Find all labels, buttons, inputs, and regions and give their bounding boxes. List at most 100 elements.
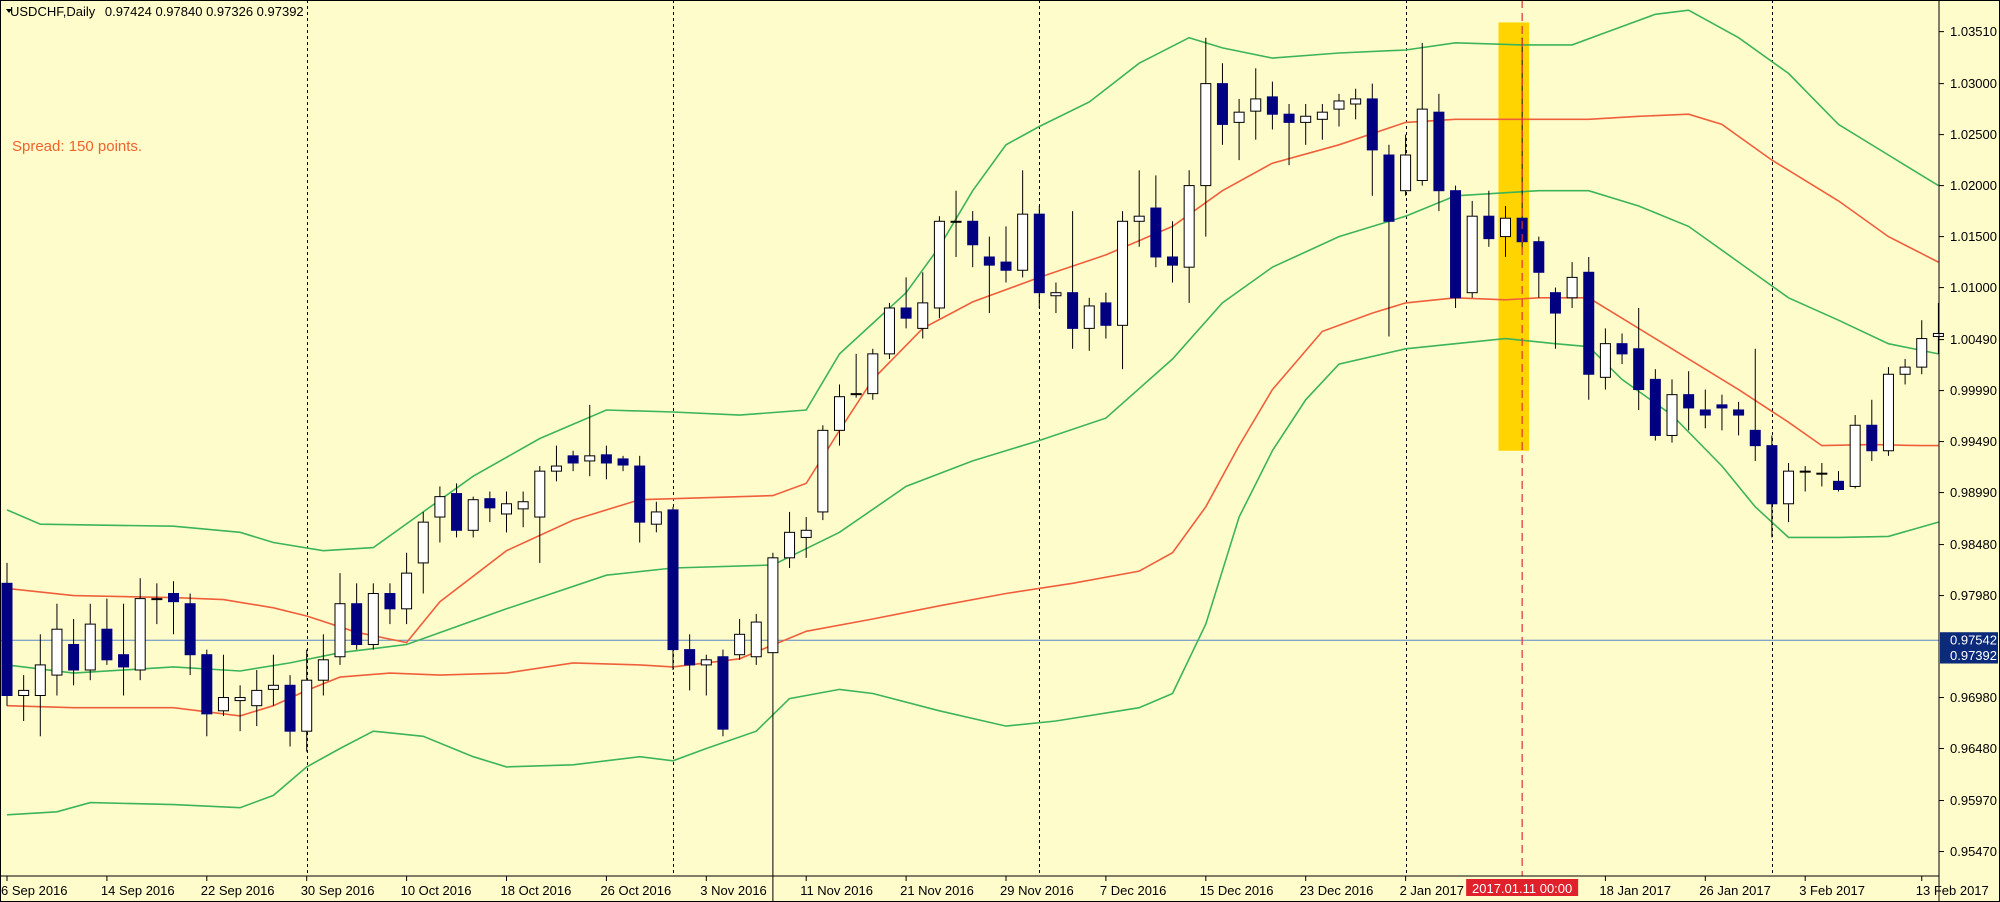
candle[interactable] [834, 384, 845, 446]
candle[interactable] [1067, 211, 1079, 349]
candle[interactable] [134, 578, 146, 681]
candle[interactable] [784, 511, 796, 569]
candle[interactable] [567, 450, 579, 472]
candle[interactable] [817, 425, 829, 521]
candle[interactable] [118, 603, 130, 696]
candle[interactable] [1916, 320, 1928, 375]
candle[interactable] [434, 486, 446, 543]
candle[interactable] [168, 581, 179, 635]
candle[interactable] [184, 593, 196, 676]
candle[interactable] [1849, 415, 1861, 489]
candle[interactable] [1749, 348, 1761, 461]
candle[interactable] [1000, 226, 1012, 283]
candle[interactable] [1300, 104, 1312, 145]
candle[interactable] [1566, 262, 1578, 308]
candle[interactable] [251, 670, 263, 727]
candle[interactable] [1816, 462, 1828, 487]
candle[interactable] [401, 552, 413, 625]
candle[interactable] [1866, 399, 1878, 461]
candle[interactable] [1083, 297, 1095, 351]
candle[interactable] [700, 654, 712, 696]
candle[interactable] [51, 603, 63, 696]
candle[interactable] [1666, 379, 1678, 443]
candle[interactable] [1150, 175, 1162, 268]
candle[interactable] [301, 649, 313, 752]
candle[interactable] [351, 583, 363, 650]
candle[interactable] [1716, 394, 1728, 431]
candle[interactable] [384, 583, 396, 625]
candle[interactable] [1033, 205, 1045, 308]
candle[interactable] [1733, 401, 1745, 436]
candle[interactable] [1549, 287, 1561, 349]
candle[interactable] [933, 216, 945, 319]
candle[interactable] [1616, 333, 1628, 365]
candle[interactable] [1683, 371, 1695, 431]
candle[interactable] [1216, 63, 1228, 145]
candle[interactable] [1316, 104, 1328, 140]
candle[interactable] [734, 619, 746, 660]
candle[interactable] [1366, 83, 1378, 196]
candle[interactable] [467, 496, 479, 538]
candle[interactable] [534, 466, 546, 563]
candle[interactable] [1200, 37, 1212, 237]
candle[interactable] [367, 583, 379, 650]
candle[interactable] [1117, 211, 1129, 370]
candle[interactable] [34, 634, 46, 737]
candle[interactable] [867, 348, 879, 400]
candle[interactable] [151, 583, 163, 625]
candle[interactable] [1383, 144, 1395, 337]
candle[interactable] [1333, 93, 1345, 127]
candle[interactable] [950, 190, 962, 257]
candle[interactable] [1932, 302, 1944, 354]
candle[interactable] [667, 506, 679, 671]
candle[interactable] [1, 562, 13, 706]
candle[interactable] [1483, 190, 1495, 247]
candle[interactable] [68, 619, 80, 686]
candle[interactable] [983, 236, 995, 314]
candle[interactable] [1633, 307, 1645, 410]
candle[interactable] [600, 445, 612, 480]
candle[interactable] [217, 654, 229, 716]
candle[interactable] [201, 649, 213, 737]
candle[interactable] [517, 491, 529, 528]
candle[interactable] [1783, 462, 1795, 523]
candle[interactable] [883, 302, 895, 359]
candle[interactable] [767, 552, 779, 902]
candle[interactable] [451, 483, 463, 538]
candle[interactable] [900, 277, 912, 329]
candle[interactable] [1882, 367, 1894, 456]
candle[interactable] [1250, 68, 1262, 140]
candle[interactable] [267, 654, 279, 706]
candle[interactable] [917, 272, 929, 339]
candle[interactable] [650, 501, 662, 533]
candle[interactable] [284, 675, 296, 747]
candle[interactable] [1699, 389, 1711, 429]
candle[interactable] [1500, 205, 1511, 257]
candle[interactable] [1133, 170, 1145, 247]
candle[interactable] [967, 211, 979, 268]
candle[interactable] [1450, 185, 1462, 308]
candle[interactable] [800, 517, 812, 558]
candle[interactable] [1533, 236, 1545, 298]
candle[interactable] [1899, 358, 1911, 385]
candle[interactable] [1583, 256, 1595, 400]
candle[interactable] [1050, 282, 1062, 314]
candle[interactable] [550, 445, 562, 482]
candle[interactable] [84, 603, 96, 681]
candle[interactable] [1167, 221, 1178, 283]
candle[interactable] [1350, 88, 1362, 120]
candle[interactable] [317, 634, 329, 696]
candle[interactable] [417, 511, 429, 594]
candle[interactable] [1266, 81, 1278, 130]
candle[interactable] [234, 685, 246, 732]
candle[interactable] [1233, 98, 1245, 161]
candles[interactable] [1, 37, 1944, 902]
candle[interactable] [1466, 200, 1478, 298]
candle[interactable] [501, 491, 512, 533]
candle[interactable] [1017, 170, 1029, 278]
candle[interactable] [850, 353, 862, 398]
candle[interactable] [717, 649, 729, 737]
candle[interactable] [334, 573, 346, 665]
candle[interactable] [634, 455, 646, 543]
